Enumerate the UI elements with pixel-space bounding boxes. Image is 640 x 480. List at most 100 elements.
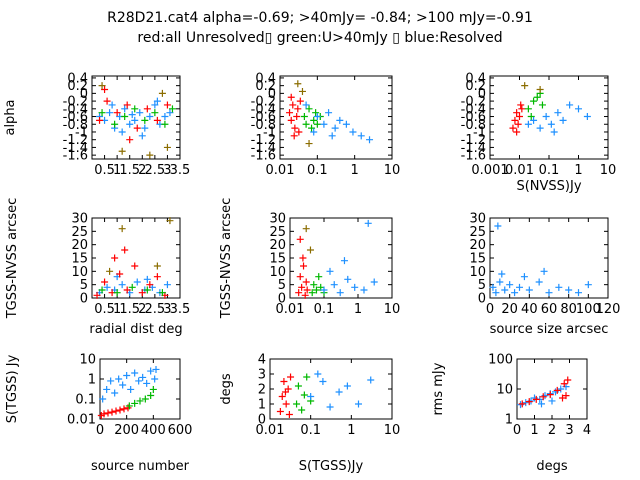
series-blue bbox=[302, 101, 374, 144]
series-olive bbox=[294, 80, 313, 148]
data-point bbox=[532, 395, 540, 403]
data-point bbox=[516, 113, 523, 121]
data-point bbox=[98, 82, 106, 90]
data-point bbox=[313, 120, 321, 128]
data-point bbox=[554, 109, 562, 117]
data-point bbox=[128, 111, 136, 119]
y-axis-label: degs bbox=[219, 373, 234, 405]
data-point bbox=[153, 273, 161, 281]
data-point bbox=[123, 286, 131, 294]
y-tick-label: -1.2 bbox=[63, 133, 88, 148]
data-point bbox=[131, 369, 139, 377]
data-point bbox=[498, 270, 506, 278]
data-point bbox=[555, 283, 563, 291]
x-tick-label: 2.5 bbox=[145, 163, 166, 178]
x-tick-label: 80 bbox=[560, 302, 577, 317]
y-axis-label: S(TGSS) Jy bbox=[5, 354, 20, 423]
x-axis-label: radial dist deg bbox=[89, 322, 182, 337]
data-point bbox=[93, 291, 101, 299]
y-tick-label: 0.1 bbox=[75, 393, 96, 408]
chart-panel-p2: 0.01 0.1 1 10 0.40.20-0.2-0.4-0.6-0.8-1-1.2-… bbox=[251, 71, 401, 178]
x-tick-label: 0.1 bbox=[307, 163, 328, 178]
data-point bbox=[161, 113, 169, 121]
y-axis-label: TGSS-NVSS arcsec bbox=[5, 198, 20, 320]
y-tick-label: 10 bbox=[469, 265, 486, 280]
data-point bbox=[112, 407, 120, 415]
data-point bbox=[506, 281, 514, 289]
x-axis-label: S(NVSS)Jy bbox=[516, 179, 581, 194]
x-tick-label: 3 bbox=[565, 423, 573, 438]
data-point bbox=[123, 101, 131, 109]
y-tick-label: 1 bbox=[258, 398, 266, 413]
x-tick-label: 10 bbox=[600, 163, 617, 178]
data-point bbox=[108, 408, 116, 416]
chart-panel-p7: 0 200 400 600 0.01 0.1 1 10 source number S(TGSS)… bbox=[5, 353, 192, 475]
y-tick-label: 1 bbox=[88, 373, 96, 388]
data-point bbox=[314, 370, 322, 378]
data-point bbox=[546, 391, 554, 399]
y-tick-label: 0.4 bbox=[465, 71, 486, 86]
data-point bbox=[153, 97, 161, 105]
data-point bbox=[287, 116, 295, 124]
x-tick-label: 400 bbox=[141, 423, 166, 438]
data-point bbox=[538, 400, 545, 408]
x-tick-label: 3.5 bbox=[170, 302, 191, 317]
data-point bbox=[111, 120, 119, 128]
y-tick-label: 0.2 bbox=[465, 79, 486, 94]
data-point bbox=[136, 109, 144, 117]
data-point bbox=[133, 278, 141, 286]
data-point bbox=[111, 254, 119, 262]
data-point bbox=[566, 101, 574, 109]
data-point bbox=[116, 406, 124, 414]
data-point bbox=[161, 120, 169, 128]
data-point bbox=[293, 113, 301, 121]
data-point bbox=[163, 101, 171, 109]
x-tick-label: 60 bbox=[541, 302, 558, 317]
x-tick-label: 40 bbox=[521, 302, 538, 317]
x-axis-label: source size arcsec bbox=[490, 322, 609, 337]
x-tick-label: 0.01 bbox=[276, 302, 305, 317]
data-point bbox=[560, 380, 568, 388]
y-tick-label: 0 bbox=[478, 87, 486, 102]
data-point bbox=[106, 267, 114, 275]
data-point bbox=[518, 400, 526, 408]
y-tick-label: 0 bbox=[278, 292, 286, 307]
data-point bbox=[113, 289, 121, 297]
data-point bbox=[583, 113, 591, 121]
data-point bbox=[308, 124, 316, 132]
series-red bbox=[276, 373, 295, 418]
x-tick-label: 0.1 bbox=[314, 302, 335, 317]
x-tick-label: 0 bbox=[486, 302, 494, 317]
y-tick-label: 0 bbox=[80, 87, 88, 102]
x-tick-label: 10 bbox=[384, 423, 401, 438]
data-point bbox=[525, 398, 533, 406]
series-green bbox=[300, 105, 324, 132]
x-tick-label: 0.001 bbox=[471, 163, 508, 178]
data-point bbox=[282, 400, 290, 408]
series-green bbox=[293, 373, 315, 414]
data-point bbox=[319, 378, 327, 385]
data-point bbox=[127, 385, 135, 393]
data-point bbox=[305, 105, 313, 113]
data-point bbox=[300, 391, 308, 399]
y-tick-label: 0.01 bbox=[67, 413, 96, 428]
series-red bbox=[518, 376, 572, 408]
data-point bbox=[146, 281, 154, 289]
data-point bbox=[310, 128, 318, 136]
data-point bbox=[158, 289, 166, 297]
x-tick-label: 2.5 bbox=[145, 302, 166, 317]
data-point bbox=[163, 143, 171, 151]
data-point bbox=[294, 382, 302, 390]
y-tick-label: 10 bbox=[71, 265, 88, 280]
data-point bbox=[103, 97, 111, 105]
x-tick-label: 120 bbox=[596, 302, 621, 317]
series-blue bbox=[96, 97, 174, 140]
y-tick-label: 0 bbox=[258, 413, 266, 428]
data-point bbox=[166, 217, 174, 225]
data-point bbox=[149, 385, 157, 393]
y-tick-label: 20 bbox=[269, 238, 286, 253]
y-tick-label: -1.2 bbox=[461, 133, 486, 148]
data-point bbox=[494, 222, 502, 230]
